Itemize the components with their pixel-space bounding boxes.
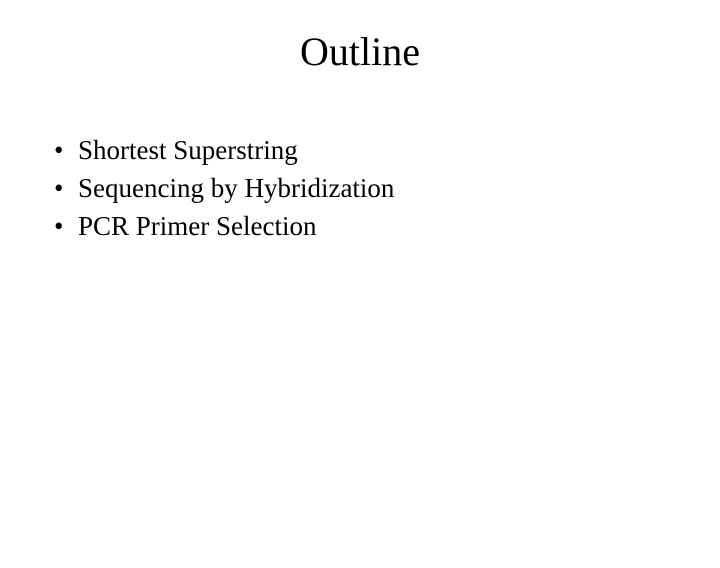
bullet-item: Sequencing by Hybridization <box>54 171 720 206</box>
bullet-list: Shortest Superstring Sequencing by Hybri… <box>0 133 720 244</box>
bullet-item: PCR Primer Selection <box>54 209 720 244</box>
bullet-item: Shortest Superstring <box>54 133 720 168</box>
slide-title: Outline <box>0 28 720 75</box>
